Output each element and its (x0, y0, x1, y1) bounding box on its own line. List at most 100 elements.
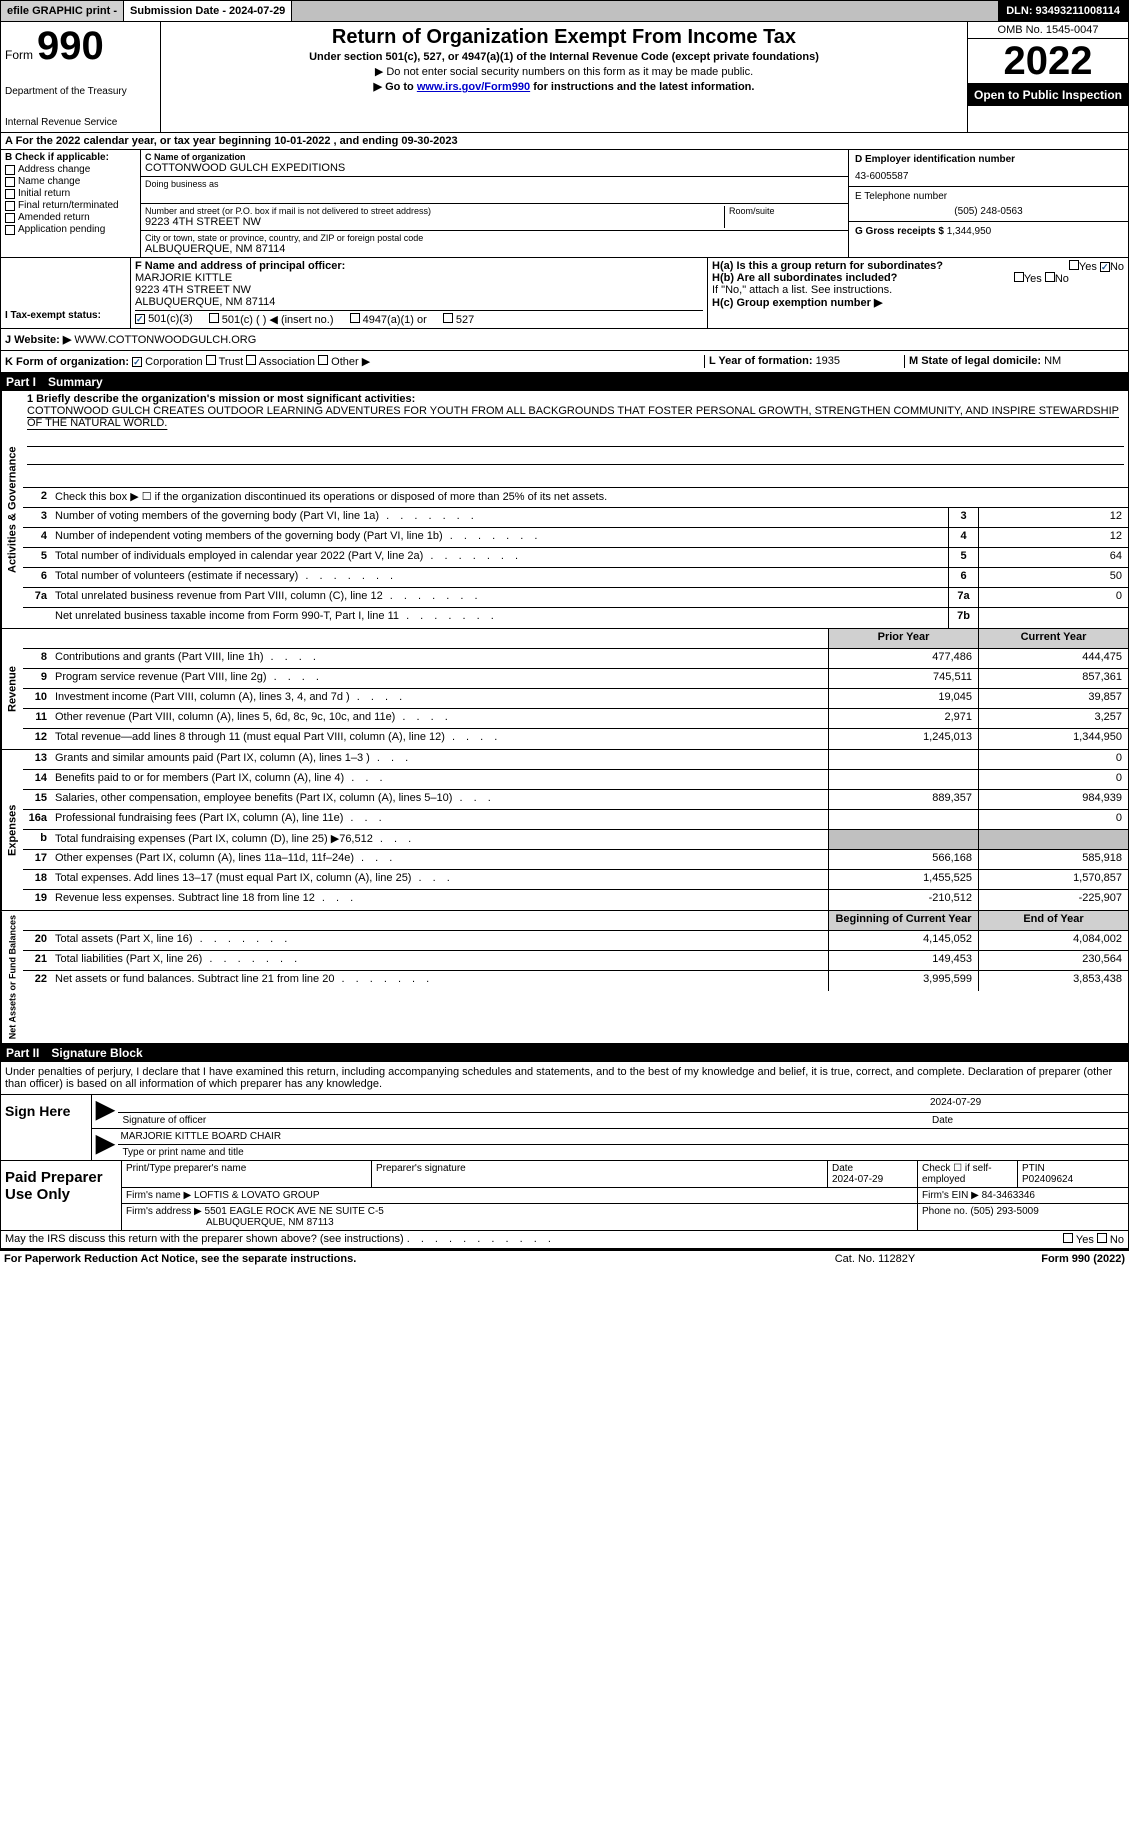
prior-val: 2,971 (828, 709, 978, 728)
chk-app-pending[interactable] (5, 225, 15, 235)
side-expenses: Expenses (1, 750, 23, 910)
side-governance: Activities & Governance (1, 391, 23, 628)
line-box: 3 (948, 508, 978, 527)
line-num: 8 (23, 649, 51, 668)
line-desc: Total liabilities (Part X, line 26) . . … (51, 951, 828, 970)
instr-2: ▶ Go to www.irs.gov/Form990 for instruct… (165, 80, 963, 93)
line-desc: Number of voting members of the governin… (51, 508, 948, 527)
chk-corp[interactable] (132, 357, 142, 367)
chk-amended[interactable] (5, 213, 15, 223)
form-foot: Form 990 (2022) (975, 1253, 1125, 1265)
line-num: 15 (23, 790, 51, 809)
line-desc: Professional fundraising fees (Part IX, … (51, 810, 828, 829)
hb-no[interactable] (1045, 272, 1055, 282)
line-desc: Other expenses (Part IX, column (A), lin… (51, 850, 828, 869)
chk-name[interactable] (5, 177, 15, 187)
line-num: 16a (23, 810, 51, 829)
prior-val: 477,486 (828, 649, 978, 668)
section-a: A For the 2022 calendar year, or tax yea… (0, 133, 1129, 150)
line-box: 7a (948, 588, 978, 607)
ha-yes[interactable] (1069, 260, 1079, 270)
instr-1: ▶ Do not enter social security numbers o… (165, 65, 963, 78)
firm-phone: (505) 293-5009 (970, 1206, 1038, 1217)
col-begin: Beginning of Current Year (828, 911, 978, 930)
line-val: 12 (978, 508, 1128, 527)
chk-assoc[interactable] (246, 355, 256, 365)
hb-yes[interactable] (1014, 272, 1024, 282)
line-num: 22 (23, 971, 51, 991)
h-a: H(a) Is this a group return for subordin… (712, 260, 1124, 272)
line-num: 18 (23, 870, 51, 889)
officer-addr1: 9223 4TH STREET NW (135, 284, 703, 296)
sig-date: 2024-07-29 (928, 1095, 1128, 1113)
firm-name: LOFTIS & LOVATO GROUP (194, 1190, 320, 1201)
website-label: J Website: ▶ (5, 334, 71, 346)
website: WWW.COTTONWOODGULCH.ORG (74, 334, 256, 346)
line-desc: Net assets or fund balances. Subtract li… (51, 971, 828, 991)
line-num: 19 (23, 890, 51, 910)
form-number-box: Form 990 Department of the Treasury Inte… (1, 22, 161, 132)
phone: (505) 248-0563 (855, 206, 1122, 217)
current-val: 1,344,950 (978, 729, 1128, 749)
paperwork: For Paperwork Reduction Act Notice, see … (4, 1253, 775, 1265)
room-label: Room/suite (729, 206, 844, 216)
chk-501c3[interactable] (135, 314, 145, 324)
line-num: 20 (23, 931, 51, 950)
efile-btn[interactable]: efile GRAPHIC print - (1, 1, 124, 21)
ein: 43-6005587 (855, 171, 1122, 182)
chk-4947[interactable] (350, 313, 360, 323)
line-val: 12 (978, 528, 1128, 547)
line-desc: Total number of individuals employed in … (51, 548, 948, 567)
chk-final[interactable] (5, 201, 15, 211)
prior-val: 566,168 (828, 850, 978, 869)
line-box: 7b (948, 608, 978, 628)
chk-other[interactable] (318, 355, 328, 365)
prior-val: 889,357 (828, 790, 978, 809)
sig-arrow-1: ▶ (92, 1095, 118, 1128)
prior-val (828, 810, 978, 829)
line-desc: Total number of volunteers (estimate if … (51, 568, 948, 587)
sig-officer-label: Signature of officer (118, 1113, 928, 1128)
line-val: 0 (978, 588, 1128, 607)
form-word: Form (5, 48, 33, 62)
begin-val: 3,995,599 (828, 971, 978, 991)
chk-trust[interactable] (206, 355, 216, 365)
begin-val: 149,453 (828, 951, 978, 970)
ein-label: D Employer identification number (855, 154, 1122, 165)
sign-here: Sign Here (1, 1095, 91, 1160)
discuss-no[interactable] (1097, 1233, 1107, 1243)
c-name-label: C Name of organization (145, 152, 844, 162)
chk-527[interactable] (443, 313, 453, 323)
current-val: 857,361 (978, 669, 1128, 688)
line-desc: Salaries, other compensation, employee b… (51, 790, 828, 809)
discuss-yes[interactable] (1063, 1233, 1073, 1243)
part-2-header: Part II Signature Block (0, 1044, 1129, 1062)
phone-label: E Telephone number (855, 191, 1122, 202)
irs-link[interactable]: www.irs.gov/Form990 (417, 81, 530, 93)
line-num: b (23, 830, 51, 849)
main-title: Return of Organization Exempt From Incom… (165, 26, 963, 49)
prior-val: 1,245,013 (828, 729, 978, 749)
line-box: 4 (948, 528, 978, 547)
col-current: Current Year (978, 629, 1128, 648)
submission-date: Submission Date - 2024-07-29 (124, 1, 292, 21)
end-val: 230,564 (978, 951, 1128, 970)
chk-501c[interactable] (209, 313, 219, 323)
firm-addr1: 5501 EAGLE ROCK AVE NE SUITE C-5 (205, 1206, 384, 1217)
line-desc: Benefits paid to or for members (Part IX… (51, 770, 828, 789)
line-desc: Grants and similar amounts paid (Part IX… (51, 750, 828, 769)
line-num: 12 (23, 729, 51, 749)
line-desc: Total fundraising expenses (Part IX, col… (51, 830, 828, 849)
omb-no: OMB No. 1545-0047 (968, 22, 1128, 39)
street: 9223 4TH STREET NW (145, 216, 724, 228)
line-num: 17 (23, 850, 51, 869)
line-box: 6 (948, 568, 978, 587)
city: ALBUQUERQUE, NM 87114 (145, 243, 844, 255)
chk-address[interactable] (5, 165, 15, 175)
cat-no: Cat. No. 11282Y (775, 1253, 975, 1265)
line-num: 14 (23, 770, 51, 789)
ha-no[interactable] (1100, 262, 1110, 272)
top-bar: efile GRAPHIC print - Submission Date - … (0, 0, 1129, 22)
tax-year: 2022 (968, 39, 1128, 84)
chk-initial[interactable] (5, 189, 15, 199)
